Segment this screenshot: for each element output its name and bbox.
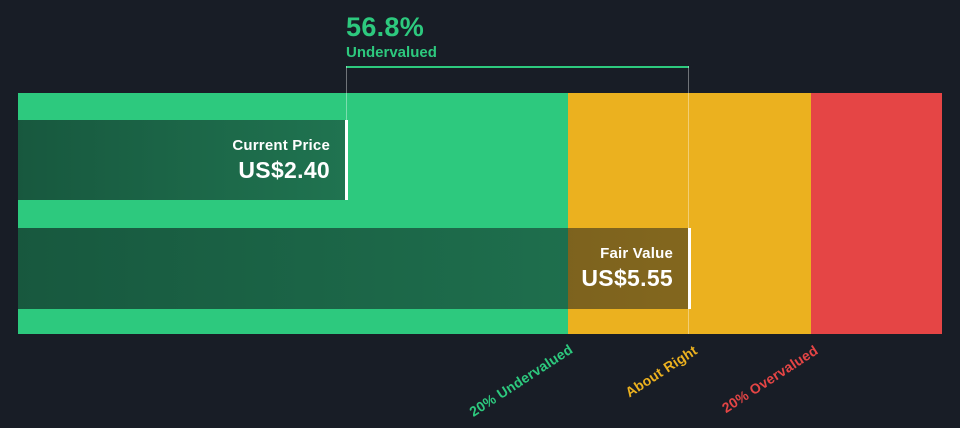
zone-overvalued — [811, 93, 942, 334]
fair-value-bar: Fair Value US$5.55 — [18, 228, 691, 309]
discount-annotation: 56.8% Undervalued — [346, 12, 437, 61]
current-price-bar: Current Price US$2.40 — [18, 120, 348, 200]
discount-bracket-right-line — [688, 66, 689, 334]
discount-bracket-line — [346, 66, 689, 68]
discount-bracket-left-line — [346, 66, 347, 121]
discount-state: Undervalued — [346, 44, 437, 61]
zone-label-about-right: About Right — [621, 342, 700, 401]
zone-label-undervalued: 20% Undervalued — [466, 341, 576, 420]
current-price-label: Current Price — [232, 136, 330, 154]
fair-value-label: Fair Value — [600, 245, 673, 262]
discount-percent: 56.8% — [346, 12, 425, 42]
valuation-gauge: Current Price US$2.40 Fair Value US$5.55 — [18, 93, 942, 334]
zone-label-overvalued: 20% Overvalued — [718, 342, 821, 416]
fair-value-value: US$5.55 — [581, 265, 673, 291]
current-price-value: US$2.40 — [238, 156, 330, 183]
